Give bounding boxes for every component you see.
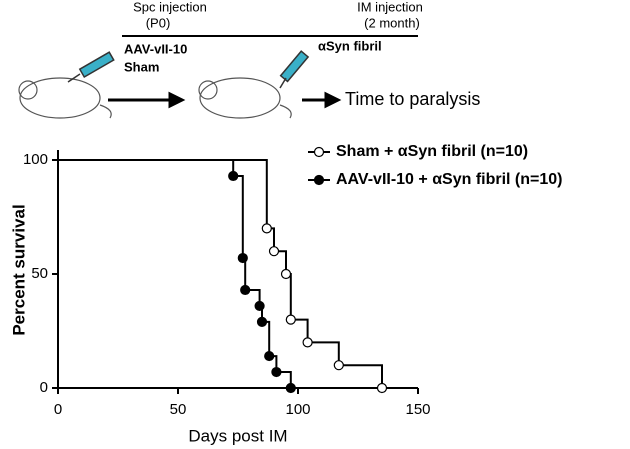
event-marker: [268, 246, 280, 257]
x-tick-label: 100: [285, 401, 310, 418]
survival-line: [58, 159, 383, 388]
outcome-label: Time to paralysis: [345, 89, 480, 109]
y-tick-label: 0: [40, 379, 48, 396]
event-marker: [228, 170, 239, 182]
event-marker: [280, 268, 292, 280]
event-marker: [376, 382, 388, 394]
group-label: Sham: [124, 59, 159, 74]
event-marker: [256, 316, 268, 327]
event-marker: [264, 350, 275, 362]
x-tick-label: 50: [170, 401, 187, 418]
legend-marker: [313, 174, 325, 186]
legend-marker: [313, 146, 325, 158]
arrow: [108, 91, 342, 109]
event-marker: [302, 337, 313, 348]
mouse: [18, 77, 112, 119]
y-tick-label: 100: [23, 151, 48, 168]
y-axis-title: Percent survival: [9, 204, 28, 335]
survival-line: [58, 159, 292, 388]
agent-label: αSyn fibril: [318, 38, 382, 53]
event-marker: [240, 284, 251, 296]
legend-label: AAV-vII-10 + αSyn fibril (n=10): [336, 171, 563, 188]
mouse: [198, 77, 292, 119]
x-axis-title: Days post IM: [188, 426, 287, 445]
event-marker: [285, 382, 296, 394]
event-marker: [254, 300, 265, 312]
event-marker: [285, 314, 296, 325]
y-tick-label: 50: [31, 265, 48, 282]
event-marker: [333, 360, 344, 371]
legend-label: Sham + αSyn fibril (n=10): [336, 143, 528, 160]
group-label: AAV-vII-10: [124, 41, 187, 56]
x-tick-label: 150: [405, 401, 430, 418]
event-marker: [271, 366, 282, 378]
event-marker: [261, 223, 272, 234]
step-time: (P0): [146, 15, 171, 30]
syringe: [67, 51, 115, 83]
x-tick-label: 0: [54, 401, 62, 418]
step-time: (2 month): [364, 15, 420, 30]
step-title: Spc injection: [133, 0, 207, 14]
event-marker: [237, 252, 248, 264]
step-title: IM injection: [357, 0, 423, 14]
syringe: [279, 50, 310, 89]
